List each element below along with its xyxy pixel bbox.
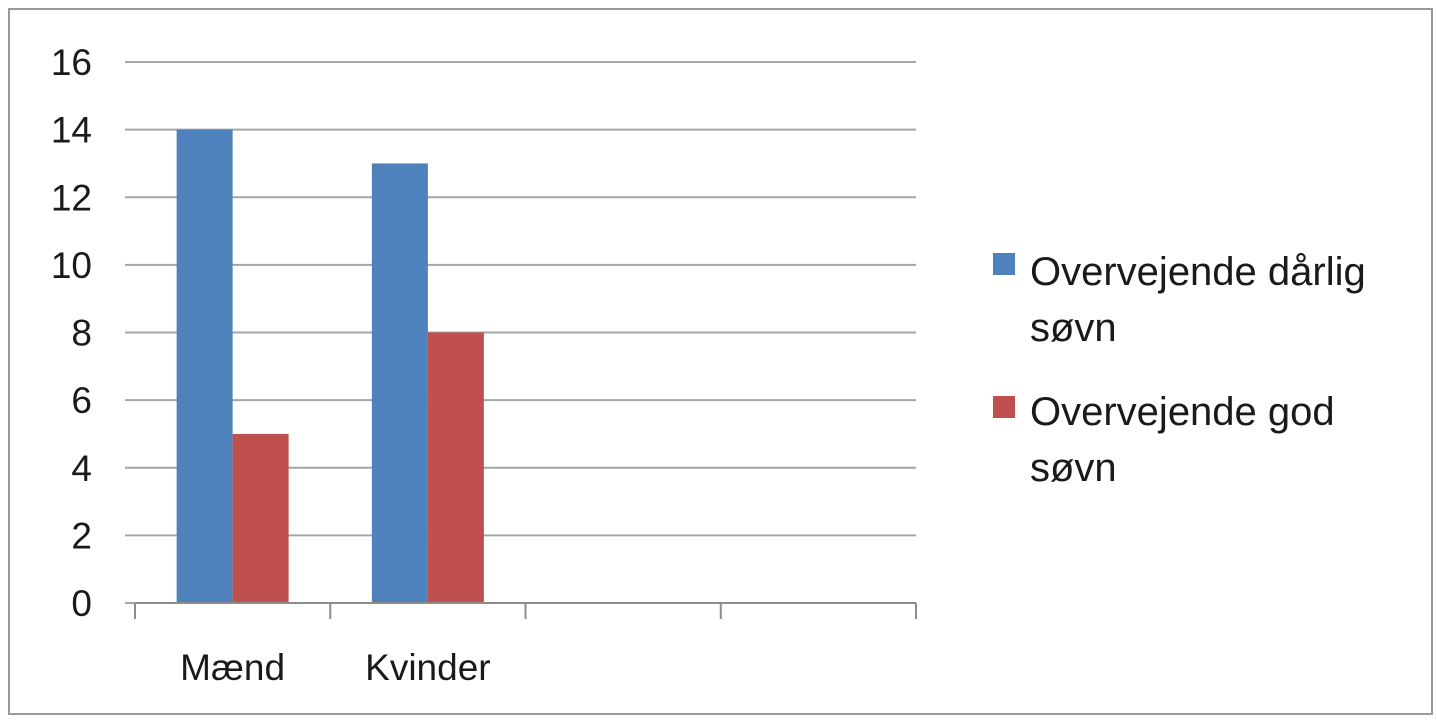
x-tick-label: Kvinder: [365, 647, 490, 688]
bar-poor-sleep-0: [176, 129, 233, 603]
legend-label: søvn: [1030, 446, 1117, 490]
y-tick-label: 4: [71, 448, 92, 489]
y-tick-label: 8: [71, 313, 92, 354]
y-tick-label: 14: [51, 110, 92, 151]
x-tick-label: Mænd: [180, 647, 285, 688]
legend-label: Overvejende god: [1030, 390, 1335, 434]
y-tick-label: 0: [71, 583, 92, 624]
axes: [134, 602, 917, 619]
bar-poor-sleep-1: [371, 163, 428, 603]
legend-label: søvn: [1030, 306, 1117, 350]
legend-swatch: [993, 253, 1015, 275]
y-tick-label: 12: [51, 177, 92, 218]
legend-swatch: [993, 396, 1015, 418]
legend: Overvejende dårlig søvn Overvejende god søv…: [993, 250, 1366, 490]
bar-good-sleep-1: [427, 332, 484, 603]
y-tick-label: 2: [71, 515, 92, 556]
y-axis-ticks: 0 2 4 6 8 10 12 14 16: [51, 42, 135, 624]
y-tick-label: 10: [51, 245, 92, 286]
legend-item: Overvejende dårlig søvn: [993, 250, 1366, 350]
bars: [176, 129, 484, 603]
legend-label: Overvejende dårlig: [1030, 250, 1366, 294]
y-tick-label: 16: [51, 42, 92, 83]
bar-good-sleep-0: [232, 433, 289, 603]
legend-item: Overvejende god søvn: [993, 390, 1335, 490]
x-axis-ticks: Mænd Kvinder: [180, 647, 490, 688]
y-tick-label: 6: [71, 380, 92, 421]
